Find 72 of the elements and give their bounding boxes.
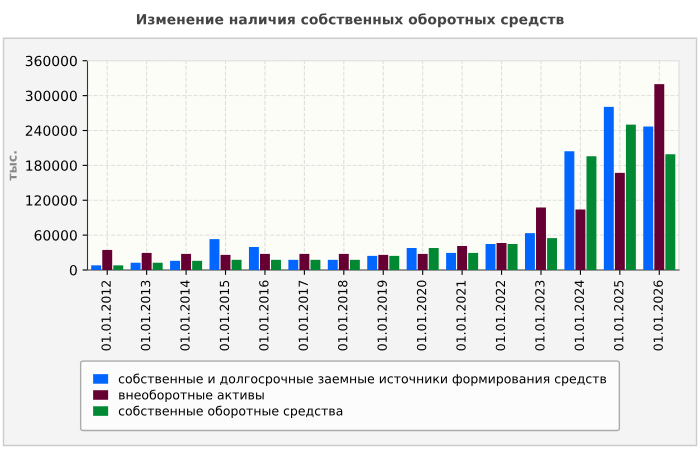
x-tick-label: 01.01.2021	[456, 280, 466, 350]
bar	[338, 254, 349, 270]
bar	[378, 254, 388, 270]
x-tick-label: 01.01.2018	[338, 280, 348, 350]
bar	[418, 254, 428, 270]
bar	[113, 265, 124, 270]
bar	[210, 239, 220, 270]
x-tick-label: 01.01.2024	[574, 280, 584, 350]
bar	[248, 246, 259, 270]
bar	[142, 252, 152, 270]
y-tick-label: 120000	[26, 195, 77, 206]
bar	[271, 260, 281, 270]
bar	[654, 84, 664, 270]
bar	[91, 265, 102, 270]
x-tick-label: 01.01.2022	[496, 280, 506, 350]
x-tick-label: 01.01.2020	[416, 280, 426, 350]
y-tick-label: 180000	[26, 160, 77, 171]
chart-title: Изменение наличия собственных оборотных средств	[136, 13, 564, 28]
bar	[310, 260, 320, 270]
y-tick-label: 240000	[26, 125, 77, 136]
bar	[367, 256, 378, 270]
bar	[496, 243, 507, 270]
x-tick-label: 01.01.2017	[298, 280, 308, 350]
x-tick-label: 01.01.2019	[377, 280, 387, 350]
x-tick-label: 01.01.2013	[140, 280, 150, 350]
bar	[299, 254, 310, 270]
y-tick-label: 300000	[26, 90, 77, 102]
bar	[457, 246, 468, 270]
bar	[350, 260, 360, 270]
x-tick-label: 01.01.2023	[535, 280, 545, 350]
x-tick-label: 01.01.2026	[653, 280, 663, 350]
bar	[614, 172, 625, 270]
bar	[626, 124, 636, 270]
bar	[524, 233, 535, 270]
y-tick-label: 60000	[34, 230, 77, 241]
bar	[547, 238, 557, 270]
bar	[152, 262, 163, 270]
bar	[389, 256, 400, 270]
bar	[446, 252, 456, 270]
bar	[220, 254, 230, 270]
bar	[643, 126, 654, 270]
bar	[508, 244, 518, 270]
y-axis-title: тыс.	[10, 151, 17, 181]
bar	[665, 154, 676, 270]
bar	[575, 209, 586, 270]
bar	[130, 262, 141, 270]
legend-label: собственные оборотные средства	[118, 406, 342, 418]
bar	[181, 254, 192, 270]
legend-label: внеоборотные активы	[119, 390, 264, 402]
y-tick-label: 360000	[26, 56, 77, 66]
x-tick-label: 01.01.2014	[180, 280, 190, 350]
bar	[536, 208, 546, 270]
bar	[102, 250, 112, 270]
bar	[170, 260, 180, 270]
bar	[486, 244, 496, 270]
x-tick-label: 01.01.2015	[220, 280, 230, 350]
x-tick-label: 01.01.2025	[614, 280, 624, 350]
bar	[468, 252, 478, 270]
bar	[260, 254, 270, 270]
bar	[232, 260, 242, 270]
bar	[604, 106, 614, 270]
bar	[586, 156, 596, 270]
bar	[564, 151, 574, 270]
bar	[288, 260, 298, 270]
x-tick-label: 01.01.2012	[101, 280, 111, 350]
bar	[428, 248, 439, 270]
bar	[192, 260, 202, 270]
y-tick-label: 0	[70, 264, 77, 276]
bar	[328, 260, 338, 270]
bar	[406, 248, 417, 270]
x-tick-label: 01.01.2016	[259, 280, 269, 350]
legend-label: собственные и долгосрочные заемные источники формирования средств	[118, 374, 606, 386]
